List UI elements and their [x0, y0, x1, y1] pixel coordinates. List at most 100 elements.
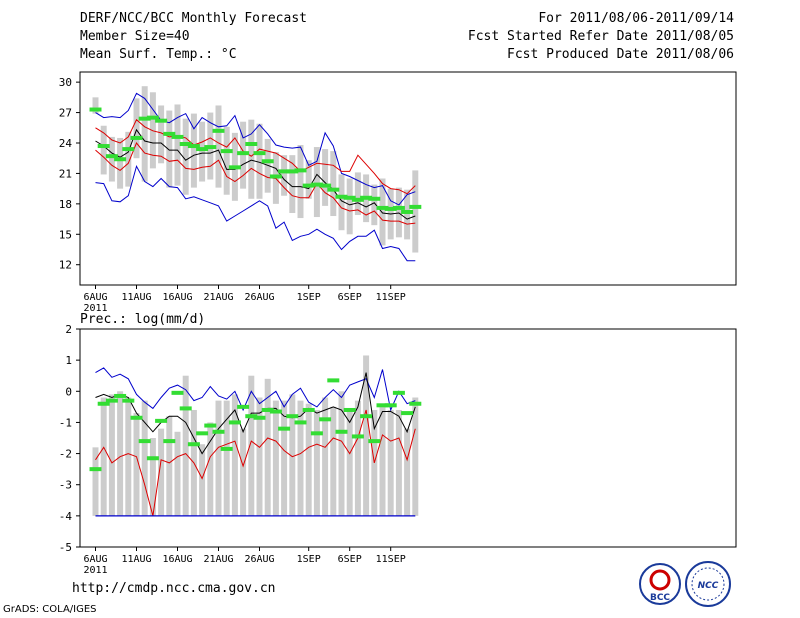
prec-observed-marker — [278, 426, 291, 431]
temp-observed-marker — [163, 131, 176, 136]
temp-ytick-label: 24 — [59, 137, 73, 150]
temp-xtick-label: 16AUG — [162, 292, 192, 303]
temp-xtick-label: 26AUG — [244, 292, 274, 303]
temp-plot-frame — [79, 71, 737, 286]
prec-spread-box — [231, 394, 238, 516]
temp-observed-marker — [97, 144, 110, 149]
logos: BCC NCC — [639, 561, 731, 607]
temp-spread-box — [305, 160, 312, 199]
prec-panel-title: Prec.: log(mm/d) — [80, 312, 205, 327]
prec-spread-box — [207, 422, 214, 516]
temp-observed-marker — [196, 147, 209, 152]
temp-observed-marker — [278, 169, 291, 174]
temp-observed-marker — [228, 165, 241, 170]
temp-spread-box — [223, 126, 230, 195]
temp-spread-box — [125, 131, 132, 187]
prec-spread-box — [330, 406, 337, 516]
prec-spread-box — [174, 431, 181, 516]
prec-spread-box — [215, 400, 222, 516]
prec-observed-marker — [351, 434, 364, 439]
prec-observed-marker — [155, 418, 168, 423]
prec-spread-box — [158, 428, 165, 516]
temp-spread-box — [412, 170, 419, 253]
temp-spread-box — [199, 121, 206, 182]
prec-spread-box — [223, 400, 230, 516]
prec-spread-box — [100, 397, 107, 516]
source-url[interactable]: http://cmdp.ncc.cma.gov.cn — [72, 581, 276, 596]
temp-xtick-label: 11AUG — [121, 292, 151, 303]
prec-ytick-label: 1 — [65, 354, 72, 367]
prec-observed-marker — [319, 417, 332, 422]
temp-observed-marker — [146, 115, 159, 120]
prec-observed-marker — [343, 407, 356, 412]
prec-observed-marker — [335, 429, 348, 434]
prec-observed-marker — [122, 398, 135, 403]
prec-observed-marker — [294, 420, 307, 425]
temp-min-line — [95, 164, 416, 262]
temp-observed-marker — [261, 159, 274, 164]
prec-xtick-label: 21AUG — [203, 554, 233, 565]
forecast-period: For 2011/08/06-2011/09/14 — [538, 11, 734, 26]
temp-observed-marker — [335, 194, 348, 199]
temp-ytick-label: 21 — [59, 167, 72, 180]
temp-observed-marker — [130, 135, 143, 140]
prec-observed-marker — [392, 390, 405, 395]
prec-xtick-label: 6SEP — [338, 554, 362, 565]
prec-observed-marker — [89, 467, 102, 472]
bcc-logo-text: BCC — [650, 593, 670, 603]
temp-observed-marker — [302, 183, 315, 188]
temp-xtick-label: 11SEP — [376, 292, 406, 303]
temp-year-label: 2011 — [83, 303, 107, 314]
temp-observed-marker — [237, 151, 250, 156]
prec-observed-marker — [376, 403, 389, 408]
prec-spread-box — [395, 409, 402, 516]
temp-observed-marker — [269, 174, 282, 179]
prec-plot-frame — [79, 328, 737, 548]
temp-spread-box — [395, 187, 402, 238]
temp-spread-box — [92, 97, 99, 114]
prec-observed-marker — [196, 431, 209, 436]
prec-ytick-label: -5 — [59, 541, 72, 554]
temp-observed-marker — [310, 182, 323, 187]
temp-spread-box — [248, 119, 255, 199]
prec-max-line — [95, 367, 416, 412]
temp-mean-line — [95, 128, 416, 220]
prec-spread-box — [240, 428, 247, 516]
prec-observed-marker — [146, 456, 159, 461]
prec-year-label: 2011 — [83, 565, 107, 576]
prec-observed-marker — [384, 403, 397, 408]
prec-ytick-label: -4 — [59, 510, 73, 523]
prec-observed-marker — [302, 407, 315, 412]
temp-observed-marker — [105, 154, 118, 159]
prec-ytick-label: 2 — [65, 323, 72, 336]
prec-observed-marker — [212, 429, 225, 434]
temp-spread-box — [313, 147, 320, 218]
prec-xtick-label: 6AUG — [83, 554, 107, 565]
prec-spread-box — [412, 397, 419, 516]
prec-observed-marker — [368, 439, 381, 444]
temp-observed-marker — [155, 118, 168, 123]
prec-observed-marker — [269, 409, 282, 414]
fcst-produced-date: Fcst Produced Date 2011/08/06 — [507, 47, 734, 62]
temp-spread-box — [281, 155, 288, 196]
temp-max-line — [95, 92, 416, 206]
temp-spread-box — [256, 123, 263, 199]
temp-observed-marker — [401, 209, 414, 214]
temp-observed-marker — [187, 144, 200, 149]
prec-observed-marker — [130, 415, 143, 420]
chart-title: DERF/NCC/BCC Monthly Forecast — [80, 11, 307, 26]
prec-spread-box — [305, 403, 312, 516]
member-size: Member Size=40 — [80, 29, 190, 44]
prec-spread-box — [248, 375, 255, 516]
prec-spread-box — [182, 375, 189, 516]
temp-spread-box — [190, 113, 197, 188]
prec-spread-box — [354, 400, 361, 516]
prec-spread-box — [379, 403, 386, 516]
prec-observed-marker — [179, 406, 192, 411]
prec-spread-box — [125, 397, 132, 516]
prec-ytick-label: -3 — [59, 479, 72, 492]
prec-spread-box — [272, 400, 279, 516]
temp-ytick-label: 15 — [59, 228, 72, 241]
temp-observed-marker — [360, 195, 373, 200]
prec-observed-marker — [327, 378, 340, 383]
